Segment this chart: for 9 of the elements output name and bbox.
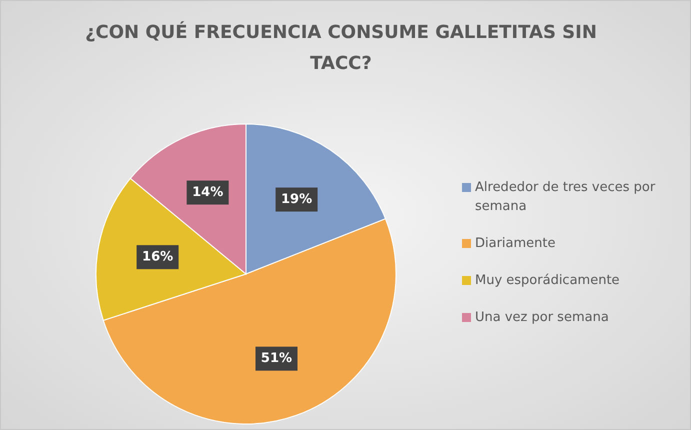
legend-label: Alrededor de tres veces por semana (475, 178, 656, 216)
data-label: 16% (142, 250, 174, 265)
slice-label: Diariamente (475, 234, 556, 252)
legend-label: Una vez por semana (475, 308, 609, 326)
legend-label: Muy esporádicamente (475, 272, 620, 290)
chart-title: ¿CON QUÉ FRECUENCIA CONSUME GALLETITAS SIN TACC? (84, 20, 598, 76)
data-label: 14% (192, 185, 224, 200)
data-label: 19% (281, 192, 312, 208)
data-label: 51% (260, 351, 292, 366)
